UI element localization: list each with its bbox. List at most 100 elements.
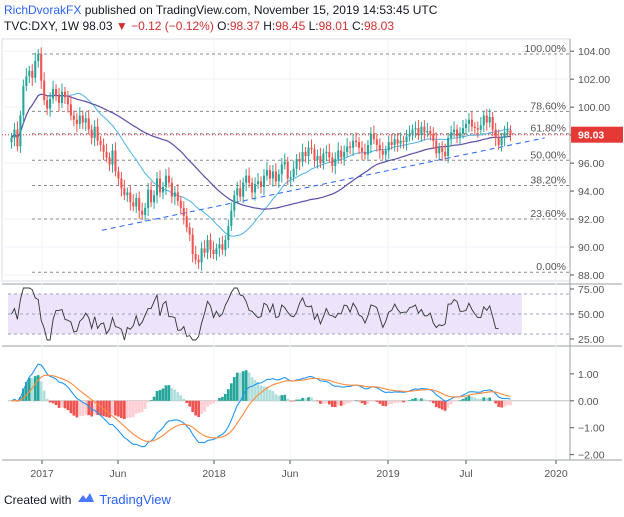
- macd-histogram-bar: [235, 372, 239, 401]
- macd-histogram-bar: [426, 399, 429, 401]
- rsi-axis-label: 25.00: [578, 334, 604, 346]
- tradingview-link[interactable]: TradingView: [99, 492, 171, 507]
- candle-body: [114, 150, 117, 172]
- candle-body: [248, 175, 251, 183]
- macd-line: [11, 363, 511, 448]
- candle-body: [405, 136, 408, 143]
- macd-histogram-bar: [325, 400, 328, 404]
- candle-body: [319, 156, 322, 164]
- candle-body: [170, 182, 173, 197]
- candle-body: [485, 115, 488, 123]
- candle-body: [218, 244, 221, 249]
- macd-histogram-bar: [417, 399, 420, 401]
- candle-body: [60, 91, 64, 103]
- candle-body: [411, 129, 414, 134]
- candle-body: [301, 151, 304, 162]
- candle-body: [66, 97, 69, 105]
- candle-body: [286, 161, 289, 179]
- macd-histogram-bar: [280, 395, 284, 401]
- macd-histogram-bar: [66, 400, 70, 411]
- candle-body: [372, 133, 375, 140]
- candle-body: [488, 116, 491, 123]
- macd-histogram-bar: [298, 399, 301, 401]
- candle-body: [420, 126, 423, 136]
- macd-histogram-bar: [10, 400, 13, 402]
- macd-histogram-bar: [333, 400, 337, 408]
- macd-histogram-bar: [479, 398, 483, 401]
- candle-body: [182, 207, 185, 217]
- macd-histogram-bar: [164, 385, 168, 401]
- candle-body: [503, 132, 506, 138]
- support-trendline: [101, 137, 545, 231]
- symbol-name[interactable]: TVC:DXY, 1W: [4, 19, 80, 33]
- macd-histogram-bar: [491, 400, 495, 401]
- rsi-axis-label: 75.00: [578, 284, 604, 296]
- close-label: C:: [351, 19, 364, 33]
- candle-body: [242, 182, 245, 197]
- macd-histogram-bar: [63, 400, 67, 409]
- macd-histogram-bar: [48, 400, 52, 403]
- macd-histogram-bar: [455, 400, 459, 402]
- macd-histogram-bar: [467, 395, 471, 401]
- macd-axis-label: −1.00: [578, 423, 605, 435]
- candle-body: [111, 150, 114, 165]
- macd-histogram-bar: [399, 400, 402, 403]
- open-label: O:: [217, 19, 230, 33]
- macd-histogram-bar: [372, 400, 376, 402]
- high-label: H:: [263, 19, 276, 33]
- candle-body: [304, 151, 307, 157]
- macd-histogram-bar: [327, 400, 331, 405]
- macd-histogram-bar: [120, 400, 123, 418]
- candle-body: [506, 130, 509, 133]
- fib-level-label: 78.60%: [530, 100, 566, 112]
- macd-histogram-bar: [500, 400, 503, 408]
- macd-histogram-bar: [348, 400, 352, 403]
- macd-histogram-bar: [93, 400, 96, 415]
- low-label: L:: [308, 19, 319, 33]
- macd-histogram-bar: [143, 400, 147, 409]
- candle-body: [363, 151, 367, 155]
- macd-histogram-bar: [253, 379, 257, 401]
- macd-histogram-bar: [476, 398, 480, 401]
- open-value: 98.37: [229, 19, 260, 33]
- macd-histogram-bar: [494, 400, 497, 404]
- candle-body: [458, 133, 462, 137]
- macd-histogram-bar: [488, 397, 492, 401]
- macd-histogram-bar: [375, 400, 379, 402]
- candle-body: [75, 119, 78, 124]
- price-axis-label: 90.00: [578, 242, 604, 254]
- candle-body: [453, 129, 456, 133]
- candle-body: [357, 142, 361, 148]
- last-price-label: 98.03: [578, 130, 604, 142]
- candle-body: [417, 128, 420, 136]
- candle-body: [105, 151, 108, 158]
- candle-body: [57, 94, 61, 103]
- candle-body: [108, 157, 111, 165]
- candle-body: [150, 189, 153, 203]
- macd-histogram-bar: [215, 400, 218, 402]
- candle-body: [450, 132, 453, 138]
- candle-body: [99, 140, 102, 145]
- macd-histogram-bar: [265, 386, 269, 401]
- macd-histogram-bar: [423, 399, 426, 401]
- macd-histogram-bar: [108, 400, 111, 418]
- candle-body: [52, 88, 55, 99]
- publish-text: published on TradingView.com, November 1…: [84, 3, 438, 17]
- macd-histogram-bar: [146, 400, 150, 403]
- candle-body: [117, 171, 120, 179]
- candle-body: [322, 153, 325, 164]
- author-link[interactable]: RichDvorakFX: [4, 3, 82, 17]
- created-with-text: Created with: [4, 492, 72, 507]
- macd-axis-label: −2.00: [578, 450, 605, 462]
- macd-histogram-bar: [286, 398, 290, 401]
- candle-body: [135, 198, 138, 207]
- candle-body: [40, 53, 43, 81]
- time-axis-label: 2019: [376, 468, 400, 480]
- fib-level-label: 61.80%: [530, 123, 566, 135]
- macd-histogram-bar: [283, 394, 287, 401]
- candle-body: [325, 151, 328, 154]
- candle-body: [203, 248, 206, 253]
- candle-body: [438, 147, 441, 154]
- macd-histogram-bar: [30, 377, 34, 401]
